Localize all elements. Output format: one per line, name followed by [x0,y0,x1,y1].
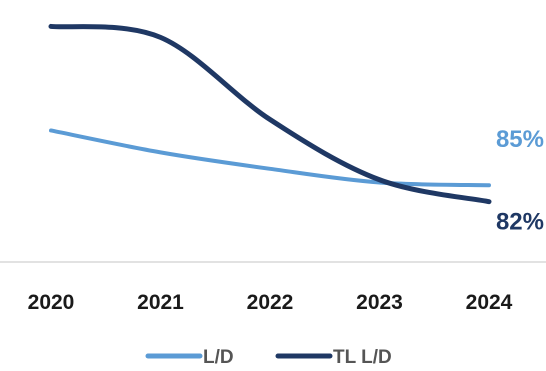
legend-label: L/D [203,347,234,368]
series-line-tl-l-d [51,26,489,201]
legend-item-tl-l-d: TL L/D [278,347,392,368]
x-tick-label: 2022 [247,291,294,314]
data-label-l-d: 85% [496,126,544,153]
legend-label: TL L/D [333,347,392,368]
legend-item-l-d: L/D [148,347,234,368]
data-label-tl-l-d: 82% [496,209,544,236]
x-tick-label: 2023 [356,291,403,314]
x-tick-label: 2021 [137,291,184,314]
x-tick-label: 2024 [466,291,513,314]
x-tick-label: 2020 [28,291,75,314]
series-line-l-d [51,130,489,185]
